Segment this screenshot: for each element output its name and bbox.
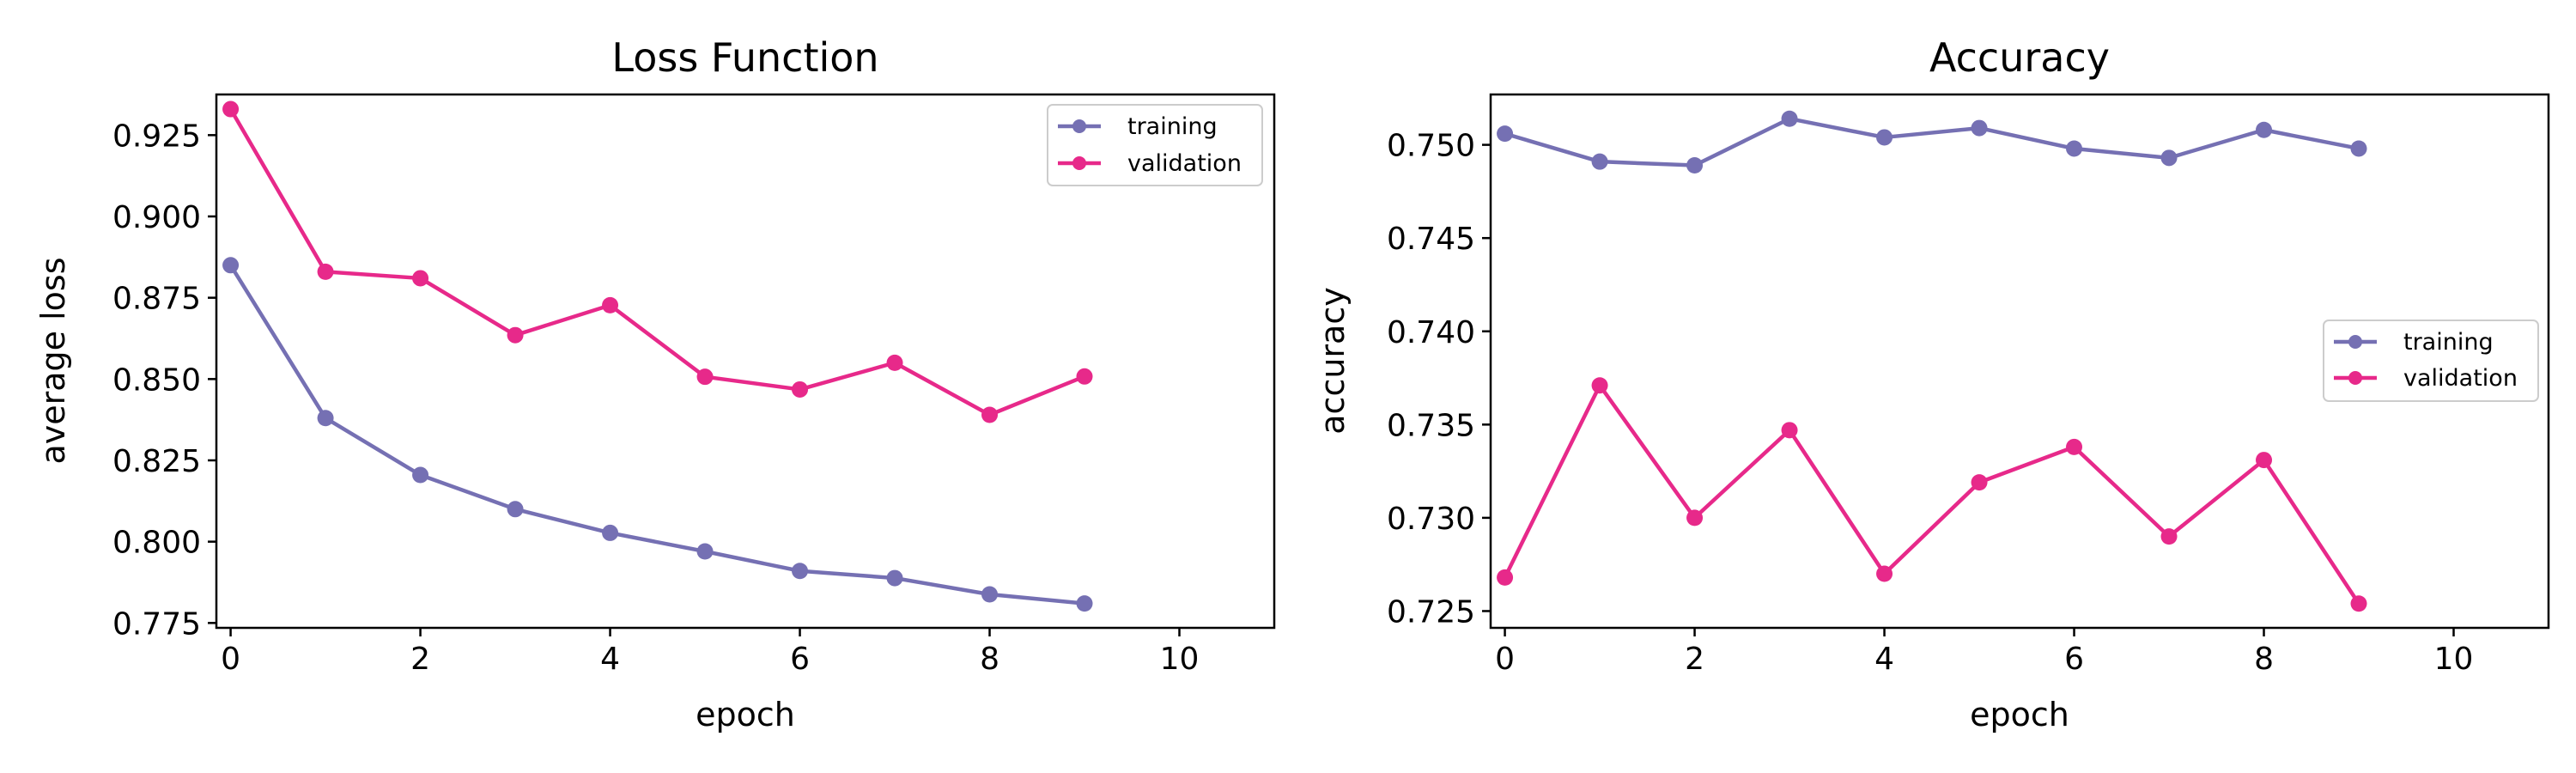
- loss-y-tick-label: 0.825: [112, 444, 201, 479]
- accuracy-legend-training-label: training: [2403, 329, 2494, 356]
- accuracy-training-point: [2160, 149, 2178, 167]
- loss-chart-title: Loss Function: [611, 34, 878, 81]
- accuracy-plot-frame: [1489, 93, 2550, 630]
- loss-x-tick-label: 8: [980, 642, 999, 677]
- accuracy-series-lines: [1497, 110, 2367, 612]
- loss-y-tick-label: 0.775: [112, 606, 201, 642]
- accuracy-validation-point: [1686, 509, 1704, 526]
- loss-training-point: [602, 524, 619, 541]
- accuracy-x-tick-label: 0: [1495, 642, 1515, 677]
- accuracy-training-point: [1971, 119, 1988, 137]
- accuracy-x-tick-label: 2: [1685, 642, 1704, 677]
- accuracy-x-tick-label: 6: [2064, 642, 2084, 677]
- accuracy-training-line: [1504, 116, 2360, 167]
- loss-validation-point: [602, 296, 619, 313]
- accuracy-validation-point: [2160, 528, 2178, 545]
- accuracy-chart-title: Accuracy: [1929, 34, 2110, 81]
- loss-gridless-ticks: 0 2 4 6 8 10 0.775 0.800 0.825 0.850 0.875 0.900 0.9…: [112, 119, 1199, 677]
- loss-validation-point: [507, 326, 524, 344]
- loss-validation-point: [222, 100, 240, 118]
- accuracy-legend-box: [2323, 320, 2539, 402]
- accuracy-y-tick-label: 0.750: [1387, 129, 1475, 164]
- loss-y-tick-label: 0.800: [112, 526, 201, 561]
- accuracy-y-tick-label: 0.745: [1387, 222, 1475, 257]
- accuracy-training-point: [2256, 121, 2273, 138]
- accuracy-training-point: [1497, 125, 1514, 143]
- accuracy-legend-training-marker: [2348, 335, 2362, 349]
- loss-validation-point: [981, 406, 999, 423]
- loss-y-tick-label: 0.900: [112, 200, 201, 235]
- accuracy-y-axis-label: accuracy: [1314, 287, 1352, 434]
- accuracy-validation-point: [2350, 595, 2367, 612]
- loss-training-point: [412, 466, 429, 484]
- accuracy-y-tick-label: 0.730: [1387, 502, 1475, 537]
- accuracy-validation-line: [1503, 383, 2360, 606]
- accuracy-validation-point: [1971, 474, 1988, 491]
- loss-series-lines: [222, 100, 1093, 612]
- loss-training-point: [1076, 595, 1093, 612]
- loss-x-tick-label: 10: [1160, 642, 1200, 677]
- accuracy-ticks: 0 2 4 6 8 10 0.725 0.730 0.735 0.740 0.745 0.750: [1387, 129, 2473, 677]
- accuracy-legend: training validation: [2323, 320, 2539, 402]
- accuracy-training-point: [1781, 110, 1798, 127]
- accuracy-validation-point: [1591, 377, 1608, 394]
- accuracy-x-tick-label: 10: [2434, 642, 2474, 677]
- loss-validation-point: [1076, 368, 1093, 385]
- loss-validation-point: [792, 380, 809, 398]
- accuracy-validation-point: [1781, 422, 1798, 439]
- loss-validation-line: [228, 107, 1085, 417]
- accuracy-training-point: [1876, 129, 1893, 146]
- accuracy-y-tick-label: 0.740: [1387, 315, 1475, 350]
- accuracy-legend-validation-label: validation: [2403, 365, 2518, 392]
- accuracy-validation-point: [1876, 565, 1893, 582]
- loss-x-tick-label: 4: [600, 642, 620, 677]
- loss-chart-panel: Loss Function 0 2 4 6 8 10 0.775 0.800 0.825 0.85…: [34, 34, 1276, 733]
- accuracy-legend-validation-marker: [2348, 371, 2362, 385]
- accuracy-training-point: [2066, 140, 2083, 157]
- accuracy-validation-point: [2066, 438, 2083, 455]
- loss-y-tick-label: 0.850: [112, 362, 201, 398]
- loss-legend-box: [1047, 104, 1263, 186]
- accuracy-training-point: [1686, 157, 1704, 174]
- loss-validation-point: [696, 368, 714, 386]
- loss-validation-point: [412, 270, 429, 287]
- accuracy-validation-point: [2256, 452, 2273, 469]
- loss-training-point: [317, 410, 334, 427]
- loss-training-point: [886, 569, 903, 587]
- loss-legend-training-marker: [1072, 119, 1086, 133]
- accuracy-y-tick-label: 0.725: [1387, 594, 1475, 630]
- accuracy-chart-panel: Accuracy 0 2 4 6 8 10 0.725 0.730 0.735 0.740 0.74…: [1314, 34, 2550, 733]
- loss-legend-training-label: training: [1127, 113, 1218, 140]
- accuracy-y-tick-label: 0.735: [1387, 408, 1475, 443]
- loss-training-point: [696, 543, 714, 560]
- loss-training-point: [222, 257, 240, 274]
- accuracy-x-tick-label: 8: [2254, 642, 2274, 677]
- loss-legend: training validation: [1047, 104, 1263, 186]
- loss-y-tick-label: 0.925: [112, 119, 201, 154]
- loss-validation-point: [317, 263, 334, 280]
- loss-x-tick-label: 0: [221, 642, 240, 677]
- accuracy-validation-point: [1497, 569, 1514, 586]
- loss-legend-validation-marker: [1072, 156, 1086, 170]
- accuracy-training-point: [1591, 153, 1608, 170]
- accuracy-x-tick-label: 4: [1874, 642, 1894, 677]
- loss-x-axis-label: epoch: [696, 696, 795, 733]
- loss-training-point: [507, 501, 524, 518]
- loss-x-tick-label: 2: [410, 642, 430, 677]
- loss-plot-frame: [215, 93, 1276, 630]
- loss-legend-validation-label: validation: [1127, 150, 1242, 177]
- accuracy-x-axis-label: epoch: [1970, 696, 2069, 733]
- loss-training-point: [792, 563, 809, 580]
- loss-y-axis-label: average loss: [34, 257, 72, 464]
- loss-training-line: [228, 264, 1085, 606]
- loss-validation-point: [886, 354, 903, 371]
- loss-y-tick-label: 0.875: [112, 282, 201, 317]
- loss-x-tick-label: 6: [790, 642, 810, 677]
- accuracy-training-point: [2350, 140, 2367, 157]
- loss-training-point: [981, 586, 999, 603]
